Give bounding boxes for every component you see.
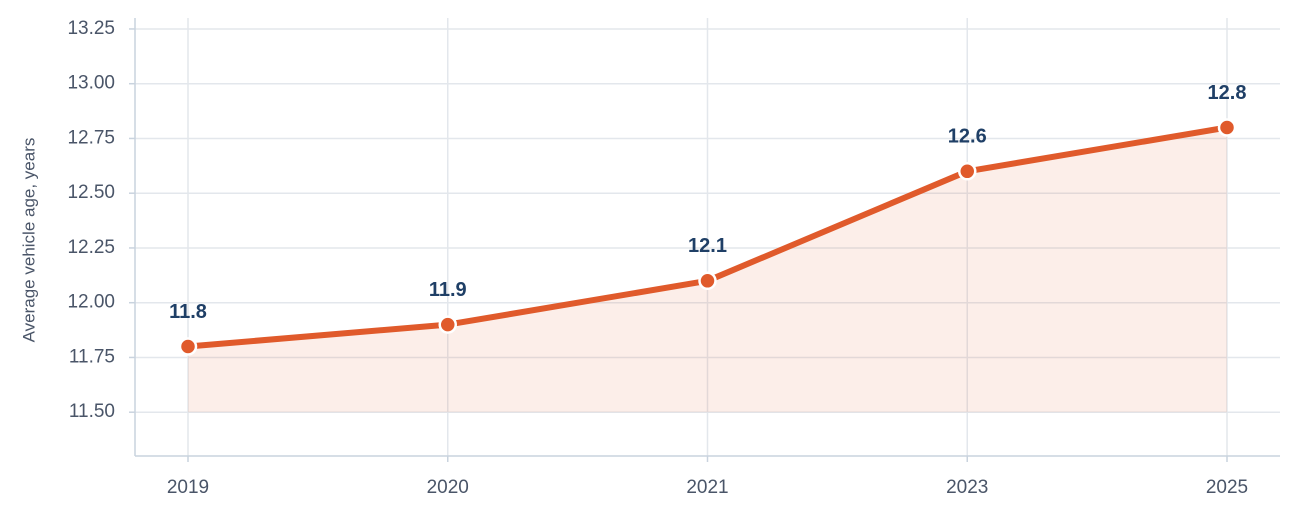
y-tick-label: 13.00 [67, 73, 115, 94]
y-tick-label: 12.50 [67, 182, 115, 203]
x-tick-label: 2025 [1206, 477, 1248, 498]
x-tick-label: 2023 [946, 477, 988, 498]
point [178, 337, 198, 356]
y-tick-label: 11.50 [69, 401, 115, 422]
x-tick-label: 2019 [167, 477, 209, 498]
point [698, 271, 717, 291]
y-tick-label: 12.25 [67, 237, 115, 258]
y-axis-label: Average vehicle age, years [19, 138, 38, 343]
point [958, 162, 977, 181]
y-tick-label: 12.00 [67, 292, 115, 313]
y-tick-label: 13.25 [67, 18, 115, 39]
value-label: 11.8 [169, 301, 207, 323]
y-tick-label: 12.75 [67, 127, 115, 148]
point [1217, 118, 1237, 137]
value-label: 11.9 [429, 279, 467, 301]
x-tick-label: 2021 [686, 477, 728, 498]
value-label: 12.6 [948, 126, 987, 148]
x-tick-label: 2020 [427, 477, 469, 498]
y-tick-label: 11.75 [69, 346, 115, 367]
value-label: 12.8 [1208, 82, 1247, 104]
area [188, 127, 1227, 413]
point [438, 315, 457, 334]
value-label: 12.1 [688, 235, 727, 257]
